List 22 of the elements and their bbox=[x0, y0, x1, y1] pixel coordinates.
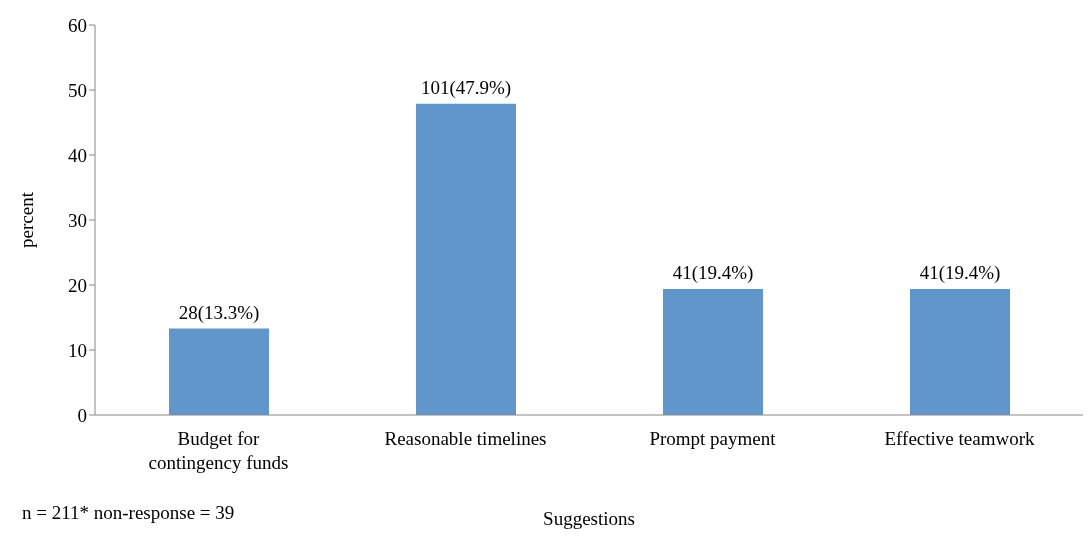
bar bbox=[663, 288, 763, 415]
x-tick-label: Prompt payment bbox=[649, 428, 777, 449]
data-label: 28(13.3%) bbox=[178, 301, 260, 324]
y-tick-label: 40 bbox=[68, 144, 87, 166]
y-tick-label: 30 bbox=[68, 209, 87, 231]
data-label: 41(19.4%) bbox=[919, 261, 1001, 284]
x-tick-label: Budget for contingency funds bbox=[148, 428, 289, 473]
x-axis-title: Suggestions bbox=[543, 508, 635, 529]
data-label: 41(19.4%) bbox=[672, 261, 754, 284]
data-label: 101(47.9%) bbox=[420, 76, 512, 99]
y-tick-label: 20 bbox=[68, 274, 87, 296]
y-tick-label: 50 bbox=[68, 79, 87, 101]
text: n = 211* non-response = 39 bbox=[22, 502, 235, 524]
y-tick-label: 60 bbox=[68, 14, 87, 36]
bar bbox=[169, 328, 269, 415]
bar bbox=[910, 288, 1010, 415]
y-tick-label: 10 bbox=[68, 339, 87, 361]
x-tick-label: Effective teamwork bbox=[884, 428, 1035, 449]
y-axis-title: percent bbox=[15, 191, 37, 248]
x-tick-label: Reasonable timelines bbox=[384, 428, 547, 449]
bar bbox=[416, 103, 516, 415]
y-tick-label: 0 bbox=[77, 404, 87, 426]
